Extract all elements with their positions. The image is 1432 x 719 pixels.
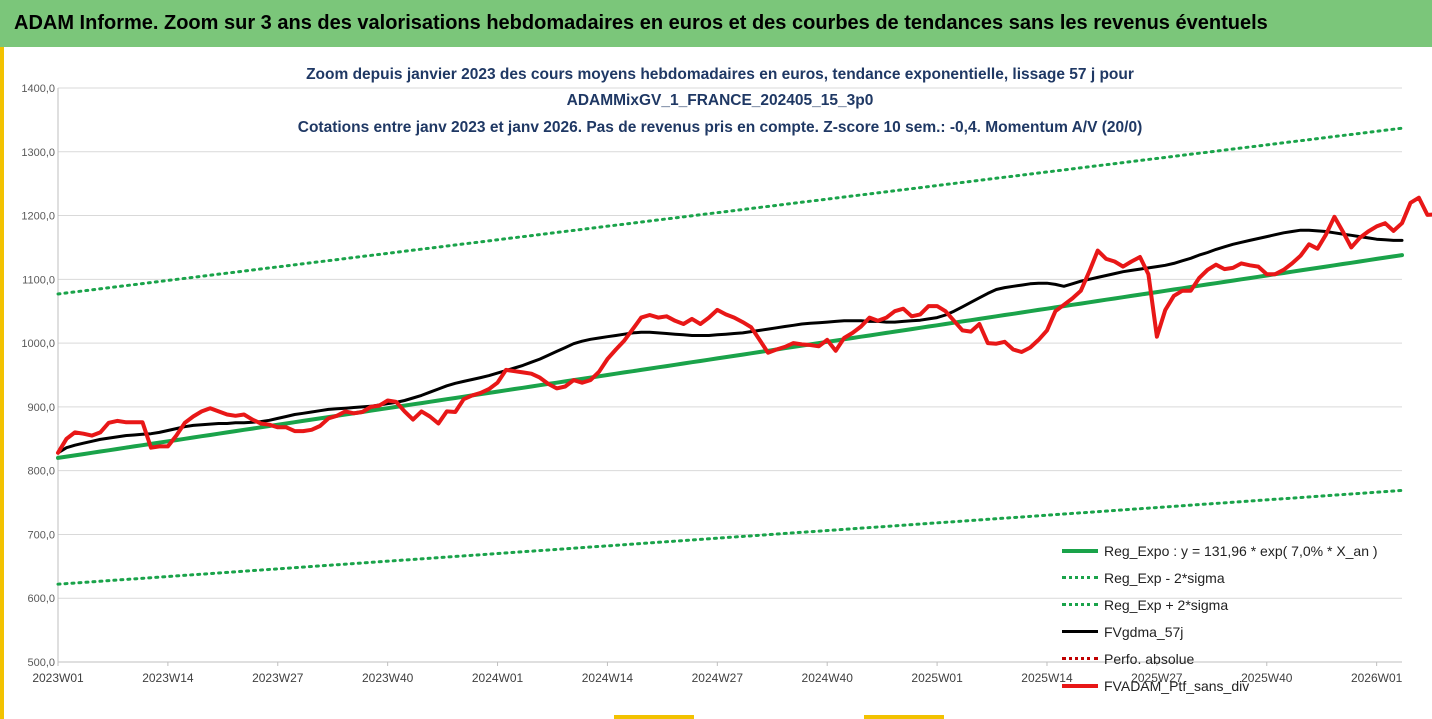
series-line-reg-exp-2-sigma [56, 126, 1404, 296]
legend-label: Reg_Expo : y = 131,96 * exp( 7,0% * X_an… [1104, 542, 1378, 559]
x-tick-label: 2024W01 [472, 671, 524, 685]
legend-entry: FVgdma_57j [1062, 618, 1432, 645]
x-tick-label: 2023W01 [32, 671, 84, 685]
legend-entry: Reg_Exp - 2*sigma [1062, 564, 1432, 591]
x-tick-label: 2023W14 [142, 671, 194, 685]
y-tick-label: 1000,0 [21, 338, 55, 350]
x-tick-label: 2023W40 [362, 671, 414, 685]
x-tick-label: 2025W14 [1021, 671, 1073, 685]
y-tick-label: 1400,0 [21, 83, 55, 95]
x-tick-label: 2024W14 [582, 671, 634, 685]
legend-swatch [1062, 576, 1098, 579]
legend-swatch [1062, 603, 1098, 606]
y-tick-label: 900,0 [27, 402, 55, 414]
chart-title-line-2: ADAMMixGV_1_FRANCE_202405_15_3p0 [566, 92, 874, 109]
legend-entry: Reg_Exp + 2*sigma [1062, 591, 1432, 618]
x-tick-label: 2024W40 [802, 671, 854, 685]
legend-swatch [1062, 683, 1098, 688]
report-banner-title: ADAM Informe. Zoom sur 3 ans des valoris… [0, 0, 1432, 47]
footer-accent-right [864, 715, 944, 719]
series-line-fvgdma-57j [56, 228, 1404, 455]
y-tick-label: 1200,0 [21, 211, 55, 223]
footer-accent-left [614, 715, 694, 719]
legend-swatch [1062, 630, 1098, 633]
legend-label: Reg_Exp - 2*sigma [1104, 569, 1225, 586]
legend-entry: FVADAM_Ptf_sans_div [1062, 672, 1432, 699]
x-tick-label: 2025W40 [1241, 671, 1293, 685]
y-tick-label: 600,0 [27, 593, 55, 605]
series-line-fvadam-ptf-sans-div [56, 195, 1432, 455]
x-tick-label: 2026W01 [1351, 671, 1403, 685]
y-tick-label: 1100,0 [22, 274, 55, 286]
y-tick-label: 1300,0 [21, 147, 55, 159]
legend-label: Perfo. absolue [1104, 650, 1195, 667]
legend-label: FVADAM_Ptf_sans_div [1104, 677, 1250, 694]
x-tick-label: 2025W01 [911, 671, 963, 685]
x-tick-label: 2025W27 [1131, 671, 1183, 685]
x-tick-label: 2023W27 [252, 671, 304, 685]
legend-swatch [1062, 548, 1098, 553]
series-line-reg-exp-2-sigma [56, 488, 1404, 586]
legend-label: FVgdma_57j [1104, 623, 1184, 640]
y-tick-label: 800,0 [27, 466, 55, 478]
series-line-reg-expo-y-131-96-exp-7-0-x-an [56, 253, 1404, 460]
chart-title-line-1: Zoom depuis janvier 2023 des cours moyen… [306, 66, 1134, 83]
line-chart: 500,0 600,0 700,0 800,0 900,0 1000,0 1100,0 120… [21, 83, 1432, 685]
y-tick-label: 700,0 [27, 529, 55, 541]
legend-label: Reg_Exp + 2*sigma [1104, 596, 1229, 613]
legend-entry: Reg_Expo : y = 131,96 * exp( 7,0% * X_an… [1062, 537, 1432, 564]
y-tick-label: 500,0 [27, 657, 55, 669]
legend-swatch [1062, 657, 1098, 660]
legend-entry: Perfo. absolue [1062, 645, 1432, 672]
chart-frame: Zoom depuis janvier 2023 des cours moyen… [0, 47, 1432, 719]
x-tick-label: 2024W27 [692, 671, 744, 685]
chart-legend: Reg_Expo : y = 131,96 * exp( 7,0% * X_an… [1062, 537, 1432, 699]
chart-title-line-3: Cotations entre janv 2023 et janv 2026. … [297, 119, 1143, 136]
